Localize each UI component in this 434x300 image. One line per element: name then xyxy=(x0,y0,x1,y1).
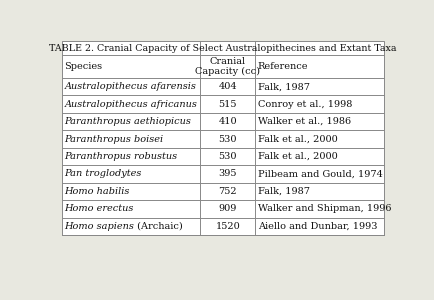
Text: Australopithecus africanus: Australopithecus africanus xyxy=(64,100,197,109)
Text: Reference: Reference xyxy=(257,62,308,71)
Text: Aiello and Dunbar, 1993: Aiello and Dunbar, 1993 xyxy=(257,222,376,231)
Text: Homo sapiens: Homo sapiens xyxy=(64,222,134,231)
Text: Paranthropus aethiopicus: Paranthropus aethiopicus xyxy=(64,117,191,126)
Text: 530: 530 xyxy=(218,135,237,144)
Text: Cranial
Capacity (cc): Cranial Capacity (cc) xyxy=(195,57,260,76)
Text: TABLE 2. Cranial Capacity of Select Australopithecines and Extant Taxa: TABLE 2. Cranial Capacity of Select Aust… xyxy=(49,44,396,53)
Text: 1520: 1520 xyxy=(215,222,240,231)
Text: 404: 404 xyxy=(218,82,237,91)
Text: Homo habilis: Homo habilis xyxy=(64,187,129,196)
Text: 752: 752 xyxy=(218,187,237,196)
Text: Conroy et al., 1998: Conroy et al., 1998 xyxy=(257,100,351,109)
Text: Homo erectus: Homo erectus xyxy=(64,204,133,213)
Text: Paranthropus boisei: Paranthropus boisei xyxy=(64,135,163,144)
Text: (Archaic): (Archaic) xyxy=(134,222,183,231)
Text: Pilbeam and Gould, 1974: Pilbeam and Gould, 1974 xyxy=(257,169,382,178)
Text: 909: 909 xyxy=(218,204,237,213)
Text: 530: 530 xyxy=(218,152,237,161)
Text: Paranthropus robustus: Paranthropus robustus xyxy=(64,152,177,161)
Text: Falk, 1987: Falk, 1987 xyxy=(257,187,309,196)
Text: Walker et al., 1986: Walker et al., 1986 xyxy=(257,117,350,126)
Text: Australopithecus afarensis: Australopithecus afarensis xyxy=(64,82,196,91)
Text: 395: 395 xyxy=(218,169,237,178)
Text: Falk et al., 2000: Falk et al., 2000 xyxy=(257,152,337,161)
Text: Walker and Shipman, 1996: Walker and Shipman, 1996 xyxy=(257,204,390,213)
Text: 515: 515 xyxy=(218,100,237,109)
Bar xyxy=(62,41,383,235)
Text: Falk, 1987: Falk, 1987 xyxy=(257,82,309,91)
Text: Falk et al., 2000: Falk et al., 2000 xyxy=(257,135,337,144)
Text: Species: Species xyxy=(64,62,102,71)
Text: Pan troglodytes: Pan troglodytes xyxy=(64,169,141,178)
Text: 410: 410 xyxy=(218,117,237,126)
